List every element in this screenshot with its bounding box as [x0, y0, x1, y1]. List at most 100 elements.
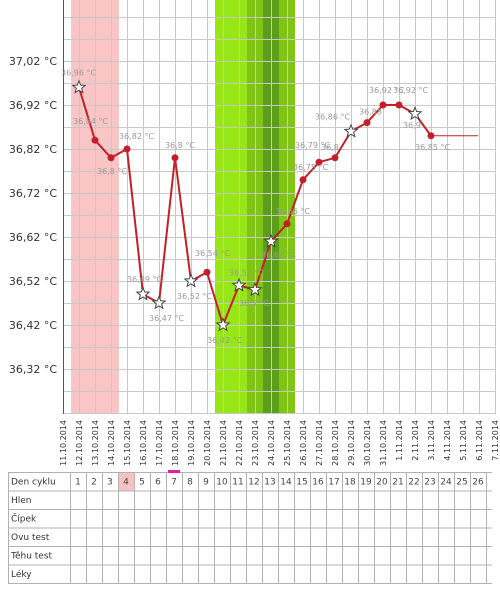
star-point	[183, 273, 199, 288]
point-value-label: 36,85 °C	[415, 143, 450, 152]
y-tick-label: 36,32 °C	[9, 363, 57, 376]
x-tick-label: 26.10.2014	[299, 420, 308, 466]
point-value-label: 36,54 °C	[195, 249, 230, 258]
cycle-phase-bands	[71, 0, 295, 414]
star-point	[247, 281, 263, 297]
cycle-day-cell: 21	[392, 478, 403, 488]
cycle-day-cell: 4	[123, 478, 129, 488]
cycle-day-cell: 9	[203, 478, 209, 488]
cycle-day-cell: 8	[187, 478, 193, 488]
x-tick-label: 7.11.2014	[491, 420, 500, 461]
cycle-day-cell: 20	[376, 478, 388, 488]
cycle-day-cell: 24	[440, 478, 452, 488]
x-tick-label: 21.10.2014	[219, 420, 228, 466]
point-value-label: 36,65 °C	[275, 207, 310, 216]
x-tick-label: 5.11.2014	[459, 420, 468, 461]
cycle-day-cell: 18	[344, 478, 356, 488]
point-value-label: 36,75 °C	[293, 163, 328, 172]
point-value-label: 36,8 °C	[165, 141, 195, 150]
point-value-label: 36,84 °C	[73, 117, 108, 126]
cycle-day-cell: 12	[248, 478, 259, 488]
cycle-day-cell: 25	[456, 478, 467, 488]
star-point	[151, 295, 167, 310]
x-tick-label: 15.10.2014	[123, 420, 132, 466]
point-value-label: 36,92 °C	[369, 86, 404, 95]
point-value-label: 36,61 °C	[261, 250, 296, 259]
y-tick-label: 36,72 °C	[9, 187, 57, 200]
x-tick-label: 19.10.2014	[187, 420, 196, 466]
data-point	[315, 158, 323, 166]
x-tick-label: 28.10.2014	[331, 420, 340, 466]
point-value-label: 36,79 °C	[295, 141, 330, 150]
cycle-day-cell: 15	[296, 478, 307, 488]
x-tick-label: 22.10.2014	[235, 420, 244, 466]
data-point	[395, 101, 403, 109]
table-row-label: Těhu test	[10, 552, 53, 562]
table-row-label: Ovu test	[11, 533, 50, 543]
x-tick-label: 24.10.2014	[267, 420, 276, 466]
chart-grid	[63, 0, 496, 414]
data-point	[331, 154, 339, 162]
star-point	[263, 233, 279, 248]
day-marker	[168, 470, 180, 473]
y-tick-label: 36,62 °C	[9, 231, 57, 244]
cycle-day-cell: 2	[91, 478, 97, 488]
data-point	[107, 154, 115, 162]
y-tick-label: 36,82 °C	[9, 143, 57, 156]
x-tick-label: 4.11.2014	[443, 420, 452, 461]
cycle-day-cell: 13	[264, 478, 275, 488]
table-row-label: Den cyklu	[11, 478, 56, 488]
cycle-day-cell: 22	[408, 478, 419, 488]
star-point	[135, 286, 151, 301]
x-tick-label: 2.11.2014	[411, 420, 420, 461]
x-tick-label: 1.11.2014	[395, 420, 404, 461]
cycle-day-cell: 16	[312, 478, 324, 488]
star-point	[407, 105, 423, 121]
x-tick-label: 12.10.2014	[75, 420, 84, 466]
cycle-day-cell: 11	[232, 478, 243, 488]
cycle-day-cell: 6	[155, 478, 161, 488]
x-tick-label: 16.10.2014	[139, 420, 148, 466]
point-value-label: 36,96 °C	[61, 68, 96, 77]
point-value-label: 36,8	[321, 143, 339, 152]
table-row-label: Hlen	[11, 496, 32, 506]
star-point	[215, 317, 231, 332]
cycle-day-cell: 19	[360, 478, 372, 488]
x-tick-label: 31.10.2014	[379, 420, 388, 466]
point-value-label: 36,82 °C	[119, 132, 154, 141]
point-value-label: 36,52 °C	[177, 292, 212, 301]
data-point	[203, 268, 211, 276]
data-point	[123, 145, 131, 153]
cycle-table: Den cyklu Hlen Čípek Ovu test Těhu test Léky 1…	[8, 470, 492, 584]
y-tick-label: 36,52 °C	[9, 275, 57, 288]
x-tick-label: 30.10.2014	[363, 420, 372, 466]
cycle-day-cell: 10	[216, 478, 228, 488]
star-point	[71, 79, 87, 94]
x-tick-label: 27.10.2014	[315, 420, 324, 466]
cycle-day-cell: 5	[139, 478, 145, 488]
cycle-day-cell: 17	[328, 478, 339, 488]
point-value-label: 36,86 °C	[315, 112, 350, 121]
point-value-label: 36,92 °C	[393, 86, 428, 95]
data-point	[91, 136, 99, 144]
x-tick-label: 17.10.2014	[155, 420, 164, 466]
star-point	[343, 123, 359, 138]
point-value-label: 36,51 °C	[229, 268, 264, 277]
data-point	[171, 154, 179, 162]
highlight-day-cell	[118, 472, 134, 491]
x-tick-label: 11.10.2014	[59, 420, 68, 466]
data-point	[283, 220, 291, 228]
x-tick-label: 14.10.2014	[107, 420, 116, 466]
x-tick-label: 25.10.2014	[283, 420, 292, 466]
point-value-label: 36,5 °C	[239, 299, 269, 308]
point-value-label: 36,49 °C	[127, 275, 162, 284]
x-tick-label: 18.10.2014	[171, 420, 180, 466]
point-value-label: 36,88	[359, 108, 382, 117]
cycle-day-cell: 23	[424, 478, 435, 488]
data-point	[379, 101, 387, 109]
table-row-label: Léky	[11, 569, 32, 580]
cycle-day-cell: 7	[171, 478, 177, 488]
point-value-label: 36,42 °C	[207, 336, 242, 345]
data-point	[299, 176, 307, 184]
x-tick-label: 29.10.2014	[347, 420, 356, 466]
